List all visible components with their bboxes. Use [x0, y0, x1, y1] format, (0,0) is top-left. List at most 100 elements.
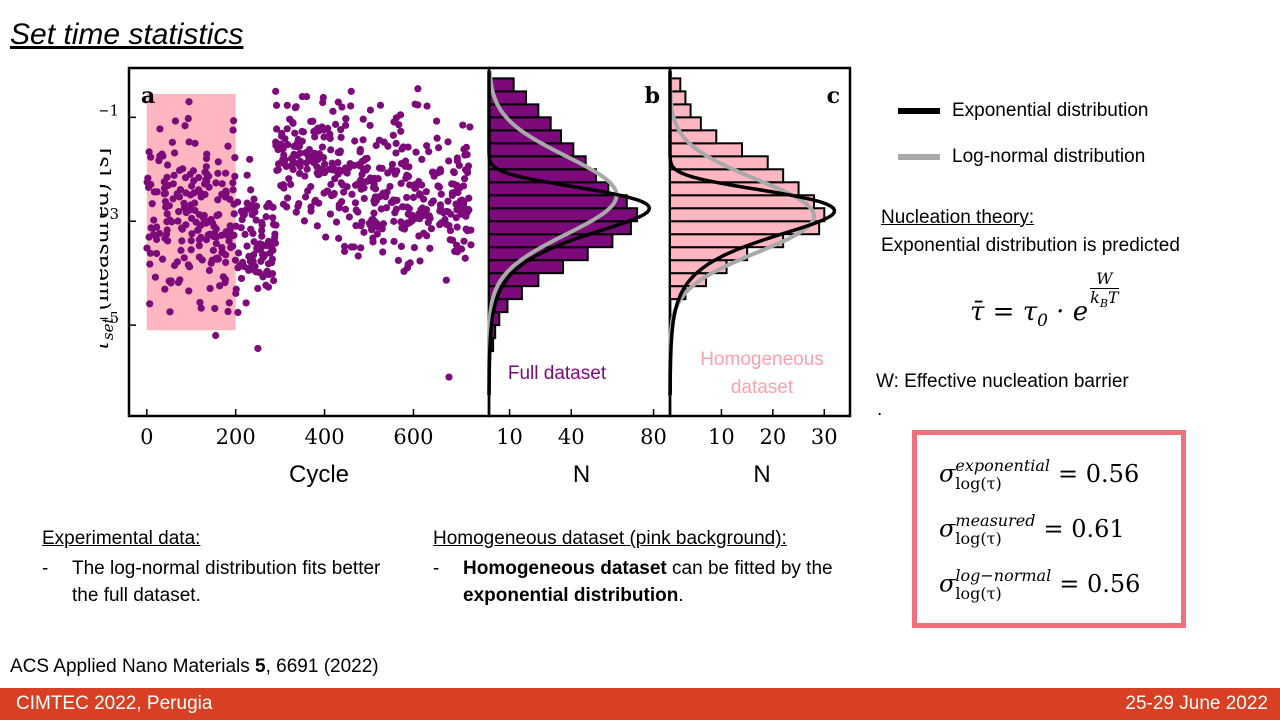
scatter-point: [380, 138, 388, 146]
scatter-point: [362, 166, 370, 174]
scatter-point: [437, 190, 445, 198]
scatter-point: [331, 175, 339, 183]
sigma-box: σ exponential log(τ) = 0.56 σ measured log(τ)…: [912, 430, 1186, 628]
scatter-point: [155, 229, 164, 238]
scatter-point: [148, 224, 157, 233]
scatter-point: [246, 155, 254, 163]
scatter-point: [218, 190, 226, 198]
scatter-point: [320, 133, 328, 141]
scatter-point: [427, 225, 436, 233]
scatter-point: [280, 184, 288, 192]
scatter-point: [272, 221, 280, 229]
scatter-point: [392, 205, 400, 213]
scatter-point: [345, 213, 353, 221]
scatter-point: [313, 222, 321, 230]
scatter-point: [450, 169, 458, 177]
scatter-point: [143, 244, 151, 252]
scatter-point: [237, 224, 245, 232]
scatter-point: [181, 122, 189, 130]
scatter-point: [213, 211, 221, 220]
scatter-point: [334, 158, 342, 167]
scatter-point: [359, 136, 367, 144]
panel-c-histogram-homogeneous: 10 20 30 Nc Homogeneous dataset: [668, 66, 852, 488]
scatter-point: [397, 218, 405, 226]
scatter-point: [202, 236, 211, 244]
scatter-point: [432, 117, 441, 125]
formula-sub: 0: [1037, 311, 1048, 332]
scatter-point: [179, 165, 187, 173]
scatter-point: [258, 232, 266, 240]
scatter-point: [455, 161, 463, 170]
y-tick-label: 10−1: [100, 101, 119, 131]
scatter-point: [423, 102, 431, 110]
scatter-point: [354, 208, 362, 216]
scatter-point: [327, 180, 335, 189]
scatter-point: [207, 215, 215, 224]
scatter-point: [300, 217, 309, 225]
scatter-point: [176, 186, 185, 194]
scatter-point: [466, 123, 474, 131]
scatter-point: [168, 138, 176, 146]
scatter-point: [180, 204, 189, 212]
theory-heading: Nucleation theory:: [881, 207, 1035, 228]
scatter-point: [372, 141, 380, 150]
x-tick-label: 600: [393, 425, 433, 449]
scatter-point: [243, 171, 251, 179]
histogram-bar: [669, 207, 826, 223]
scatter-point: [272, 125, 281, 133]
scatter-point: [170, 261, 179, 270]
scatter-point: [352, 222, 360, 230]
panel-b-histogram-full: 10 40 80 Nb Full dataset: [487, 66, 672, 488]
scatter-point: [214, 169, 222, 177]
scatter-point: [263, 203, 271, 211]
y-axis-label: τset (measured) [s]: [100, 148, 117, 352]
scatter-point: [393, 196, 401, 204]
scatter-point: [326, 210, 334, 218]
scatter-point: [187, 246, 195, 254]
scatter-point: [447, 210, 455, 218]
scatter-point: [184, 261, 192, 269]
scatter-point: [360, 228, 368, 236]
scatter-point: [453, 223, 461, 231]
scatter-point: [322, 233, 330, 241]
scatter-point: [313, 162, 321, 171]
set-time-figure: 10−110−310−5τset (measured) [s]020040060…: [100, 66, 852, 488]
scatter-point: [231, 256, 240, 264]
scatter-point: [277, 145, 285, 153]
scatter-point: [285, 175, 293, 183]
barrier-note: W: Effective nucleation barrier: [876, 371, 1129, 392]
reference: ACS Applied Nano Materials 5, 6691 (2022…: [10, 656, 379, 677]
panel-label: a: [141, 83, 155, 109]
scatter-point: [178, 237, 186, 245]
scatter-point: [145, 148, 153, 156]
scatter-point: [460, 237, 468, 245]
scatter-point: [218, 180, 226, 188]
scatter-point: [369, 234, 377, 242]
scatter-point: [335, 204, 343, 212]
scatter-point: [259, 273, 267, 281]
scatter-point: [163, 161, 172, 169]
scatter-point: [467, 241, 475, 249]
scatter-point: [287, 180, 295, 188]
scatter-point: [331, 120, 340, 128]
scatter-point: [283, 125, 291, 133]
legend-exponential: Exponential distribution: [898, 100, 1148, 122]
scatter-point: [170, 149, 179, 157]
scatter-point: [465, 194, 473, 202]
scatter-point: [442, 220, 450, 228]
scatter-point: [196, 298, 204, 307]
scatter-point: [422, 188, 430, 196]
scatter-point: [403, 193, 411, 202]
scatter-point: [161, 189, 170, 197]
scatter-point: [278, 129, 286, 138]
scatter-point: [392, 149, 400, 157]
scatter-point: [286, 115, 294, 123]
scatter-point: [389, 131, 397, 139]
scatter-point: [234, 264, 242, 272]
scatter-point: [264, 260, 273, 268]
scatter-point: [272, 101, 281, 109]
scatter-point: [386, 182, 394, 191]
sigma-lognormal: σ log−normal log(τ) = 0.56: [939, 566, 1141, 603]
